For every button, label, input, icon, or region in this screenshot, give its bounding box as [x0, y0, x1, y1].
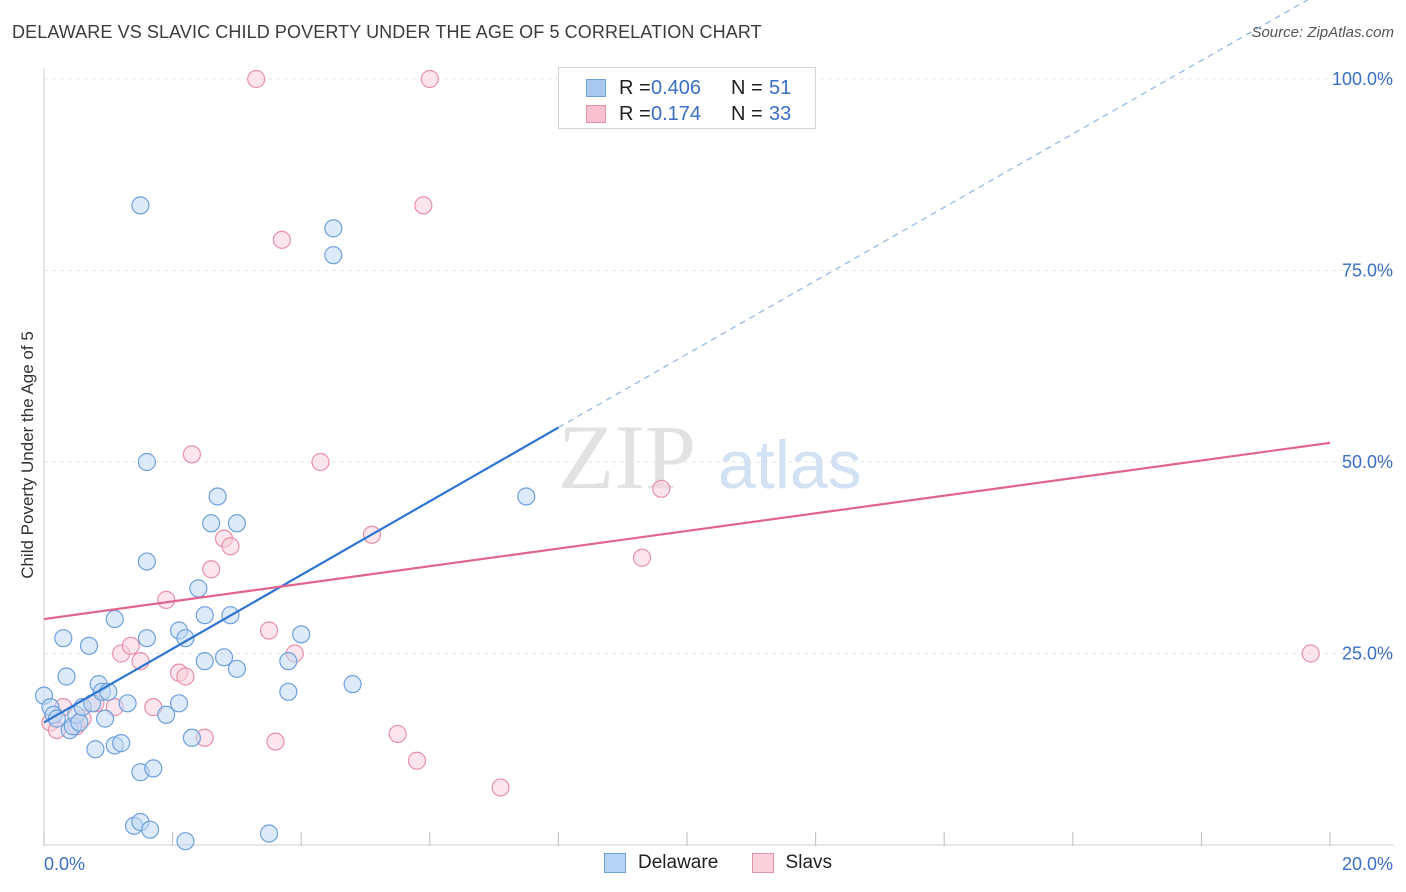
- legend-row-delaware: R = 0.406 N = 51: [559, 76, 815, 102]
- delaware-point-30: [144, 759, 163, 778]
- slavs-point-22: [272, 230, 292, 249]
- delaware-point-21: [118, 694, 137, 713]
- y-tick-label-0: 25.0%: [1342, 644, 1393, 664]
- delaware-point-47: [279, 652, 298, 671]
- y-tick-label-3: 100.0%: [1332, 69, 1393, 89]
- slavs-point-24: [311, 452, 330, 472]
- legend-swatch-slavs: [586, 105, 606, 123]
- delaware-point-29: [140, 820, 160, 839]
- legend-swatch-delaware: [586, 79, 606, 97]
- slavs-point-19: [247, 69, 266, 89]
- r-value: 0.174: [651, 103, 702, 125]
- slavs-point-20: [259, 621, 279, 640]
- correlation-legend: R = 0.406 N = 51 R = 0.174 N = 33: [558, 67, 816, 129]
- delaware-point-18: [105, 609, 124, 629]
- tick-labels: 25.0% 50.0% 75.0% 100.0% 0.0% 20.0%: [44, 69, 1393, 874]
- delaware-point-44: [227, 514, 246, 533]
- y-tick-label-1: 50.0%: [1342, 452, 1393, 472]
- axes: [43, 68, 1394, 846]
- slavs-point-16: [202, 560, 221, 579]
- legend-swatch-slavs: [751, 853, 774, 873]
- series-legend: Delaware Slavs: [604, 852, 860, 878]
- delaware-point-34: [176, 629, 195, 648]
- r-label: R =: [619, 77, 651, 99]
- slavs-point-27: [407, 751, 427, 770]
- delaware-point-16: [95, 709, 115, 728]
- slavs-point-21: [266, 732, 285, 751]
- trend-line-delaware-extension: [558, 0, 1309, 429]
- delaware-point-5: [57, 667, 76, 686]
- delaware-point-28: [137, 452, 156, 472]
- watermark-zip: ZIP: [558, 406, 696, 508]
- n-value: 51: [769, 77, 792, 99]
- delaware-point-45: [227, 659, 246, 678]
- delaware-point-27: [137, 552, 156, 571]
- trend-lines: [43, 0, 1331, 724]
- delaware-point-4: [54, 629, 73, 648]
- delaware-point-42: [214, 648, 234, 667]
- delaware-point-37: [189, 579, 208, 598]
- x-tick-label-1: 20.0%: [1342, 854, 1393, 874]
- chart-title: DELAWARE VS SLAVIC CHILD POVERTY UNDER T…: [12, 22, 762, 42]
- slavs-point-29: [420, 69, 439, 89]
- delaware-point-38: [195, 652, 214, 671]
- delaware-point-46: [259, 824, 279, 843]
- legend-swatch-delaware: [604, 853, 626, 873]
- legend-row-slavs: R = 0.174 N = 33: [559, 102, 815, 128]
- slavs-point-8: [121, 636, 140, 655]
- n-label: N =: [731, 103, 763, 125]
- n-value: 33: [769, 103, 792, 125]
- delaware-point-52: [343, 675, 362, 694]
- legend-label-slavs: Slavs: [785, 852, 833, 873]
- legend-item-slavs: Slavs: [751, 852, 833, 874]
- delaware-point-40: [202, 514, 221, 533]
- slavs-point-28: [414, 196, 433, 215]
- r-label: R =: [619, 103, 651, 125]
- delaware-point-49: [292, 625, 311, 644]
- slavs-point-18: [221, 537, 240, 556]
- delaware-point-3: [47, 709, 66, 728]
- r-value: 0.406: [651, 77, 702, 99]
- slavs-point-30: [491, 778, 510, 797]
- delaware-point-35: [176, 832, 195, 851]
- source-label: Source: ZipAtlas.com: [1251, 24, 1394, 41]
- delaware-point-48: [279, 682, 298, 701]
- delaware-point-50: [324, 219, 343, 238]
- slavs-point-33: [1301, 644, 1320, 663]
- slavs-point-32: [652, 479, 671, 498]
- slavs-point-26: [388, 724, 407, 744]
- y-tick-label-2: 75.0%: [1342, 261, 1393, 281]
- delaware-point-20: [112, 734, 131, 753]
- legend-item-delaware: Delaware: [604, 852, 718, 874]
- grid-lines: [44, 78, 1394, 654]
- delaware-point-36: [182, 728, 201, 747]
- watermark: ZIP atlas: [558, 406, 862, 508]
- delaware-point-25: [131, 196, 150, 215]
- delaware-point-11: [79, 636, 99, 655]
- trend-line-delaware: [43, 426, 559, 724]
- delaware-point-13: [86, 740, 105, 759]
- delaware-point-33: [169, 694, 189, 713]
- watermark-atlas: atlas: [718, 427, 862, 503]
- n-label: N =: [731, 77, 763, 99]
- delaware-point-41: [208, 487, 227, 506]
- series-delaware: [34, 196, 536, 851]
- delaware-point-53: [517, 487, 536, 506]
- slavs-point-31: [632, 548, 652, 567]
- delaware-point-51: [324, 246, 343, 265]
- slavs-point-13: [176, 667, 195, 686]
- slavs-point-14: [182, 445, 201, 464]
- delaware-point-31: [157, 705, 176, 724]
- legend-label-delaware: Delaware: [638, 852, 719, 873]
- slavs-point-11: [157, 590, 176, 609]
- delaware-point-39: [195, 606, 214, 625]
- x-tick-label-0: 0.0%: [44, 854, 85, 874]
- delaware-point-9: [70, 713, 89, 732]
- delaware-point-26: [137, 629, 156, 648]
- trend-line-slavs: [43, 441, 1331, 621]
